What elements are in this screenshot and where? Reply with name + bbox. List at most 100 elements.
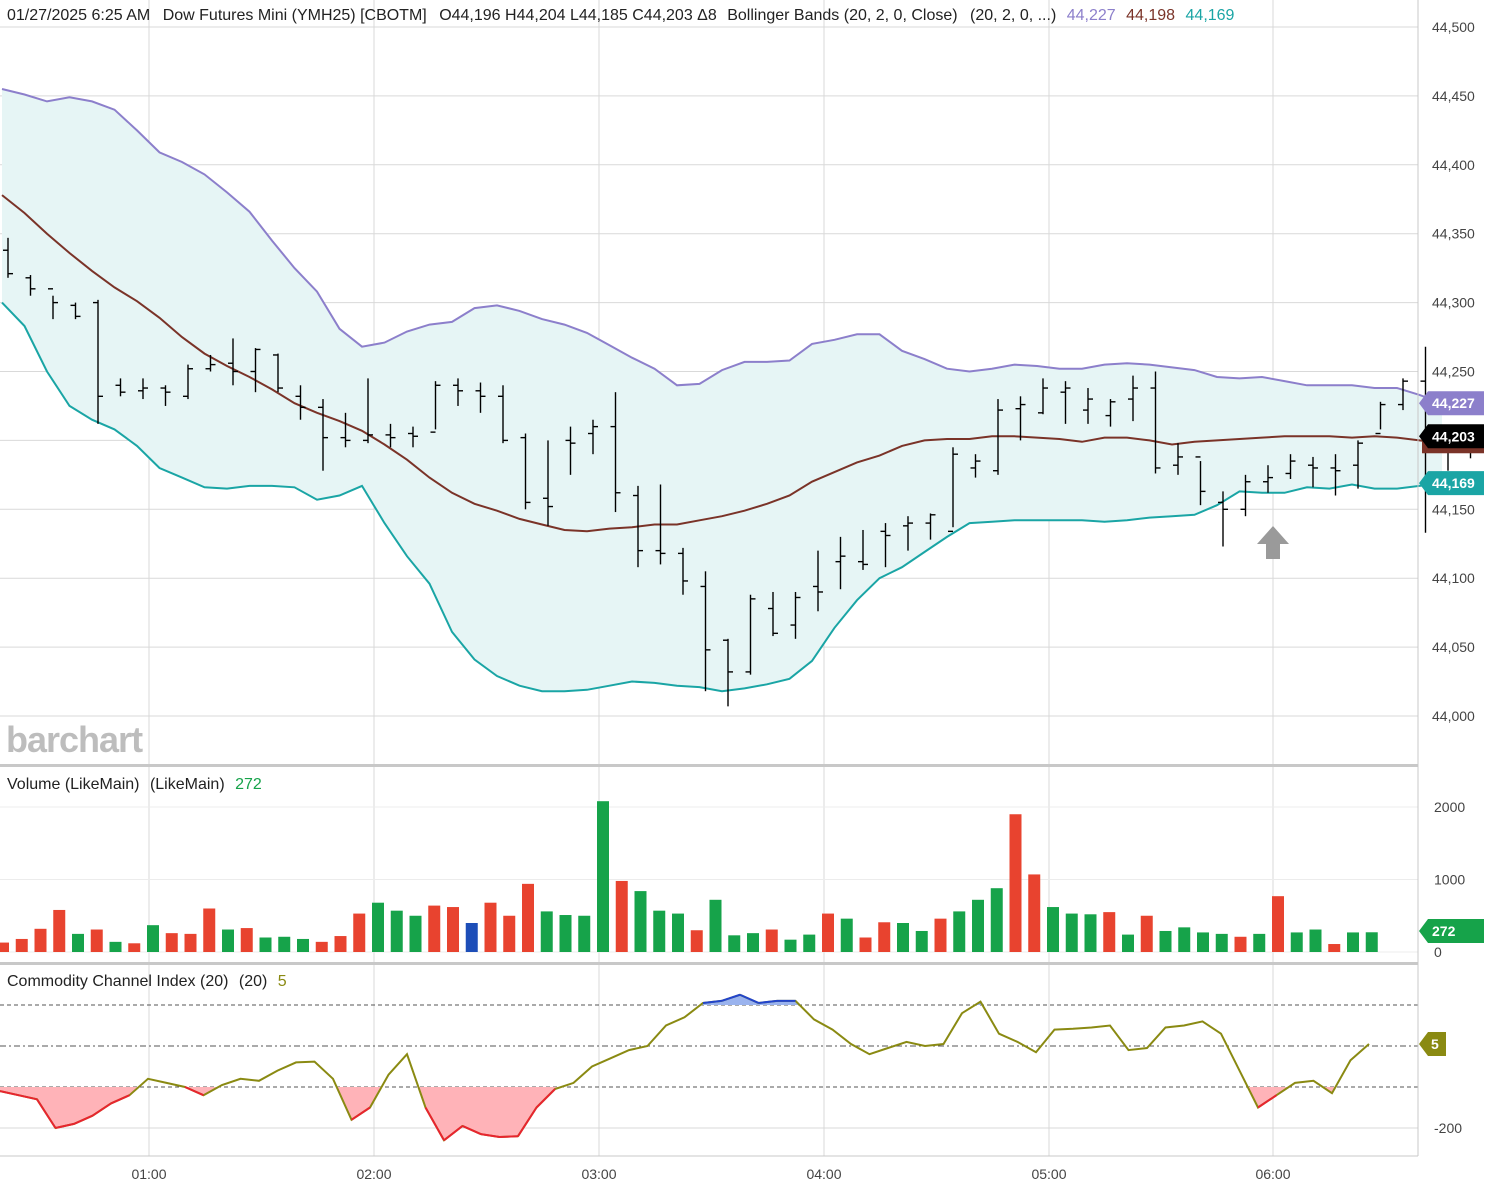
volume-bar — [222, 929, 234, 952]
ohlc-bar — [1038, 378, 1048, 415]
volume-bar — [1159, 930, 1172, 952]
volume-bar — [203, 908, 216, 952]
time-tick-label: 03:00 — [581, 1166, 616, 1182]
volume-bar — [540, 911, 553, 952]
cci-extreme-segment — [443, 1125, 464, 1142]
header-study-params: (20, 2, 0, ...) — [970, 7, 1056, 24]
pane-separator — [0, 764, 1418, 767]
ohlc-bar — [160, 385, 171, 406]
ohlc-bar — [520, 433, 531, 510]
volume-bar — [672, 913, 684, 952]
volume-bar — [334, 936, 347, 952]
ohlc-bar — [678, 547, 688, 595]
upper-band-line — [1, 88, 1443, 405]
volume-bar — [315, 941, 328, 952]
volume-bar — [559, 915, 572, 952]
ohlc-bar — [430, 381, 441, 433]
header-symbol: Dow Futures Mini (YMH25) [CBOTM] — [163, 7, 427, 24]
volume-bar — [1234, 936, 1247, 952]
cci-oversold-fill — [0, 1087, 1336, 1141]
ohlc-bar — [340, 412, 351, 448]
volume-bar — [784, 939, 797, 952]
cci-tick-label: -200 — [1434, 1120, 1462, 1136]
price-tick-label: 44,150 — [1432, 501, 1475, 517]
ohlc-bar — [70, 302, 81, 320]
volume-bar — [278, 936, 291, 952]
volume-bar — [503, 915, 516, 952]
ohlc-bar — [880, 523, 891, 568]
price-tick-label: 44,300 — [1432, 295, 1475, 311]
cci-last-value: 5 — [278, 973, 287, 990]
volume-bar — [165, 933, 178, 952]
barchart-watermark: barchart — [6, 719, 143, 760]
header-study: Bollinger Bands (20, 2, 0, Close) — [727, 7, 957, 24]
volume-tick-label: 2000 — [1434, 799, 1465, 815]
volume-bar — [878, 922, 891, 952]
volume-bar — [859, 937, 872, 952]
bollinger-fill — [2, 89, 1442, 692]
ohlc-bar — [1150, 371, 1161, 474]
volume-bar — [953, 911, 966, 952]
ohlc-bar — [1128, 375, 1138, 422]
volume-bar — [1215, 933, 1228, 952]
ohlc-bar — [115, 378, 126, 397]
cci-line — [0, 993, 1370, 1142]
chart-header: 01/27/2025 6:25 AM Dow Futures Mini (YMH… — [7, 7, 1235, 24]
ohlc-bar — [1105, 399, 1116, 427]
signal-up-arrow-icon — [1257, 526, 1289, 559]
cci-extreme-segment — [535, 1088, 556, 1109]
ohlc-bar — [138, 378, 148, 400]
volume-bar — [1309, 929, 1322, 952]
price-tick-label: 44,450 — [1432, 88, 1475, 104]
ohlc-bar — [228, 338, 238, 386]
cci-extreme-segment — [721, 993, 741, 1002]
cci-extreme-segment — [499, 1135, 519, 1139]
ohlc-bar — [48, 288, 58, 320]
middle-band-line — [1, 194, 1443, 533]
volume-bar — [915, 930, 928, 952]
volume-bar — [259, 937, 272, 952]
ohlc-bar — [453, 378, 463, 406]
volume-bar — [353, 913, 366, 952]
volume-bar — [522, 883, 534, 952]
ohlc-bar — [250, 348, 261, 393]
cci-extreme-segment — [480, 1133, 500, 1139]
ohlc-bar — [1330, 454, 1341, 496]
volume-last-tag: 272 — [1419, 919, 1484, 943]
cci-extreme-segment — [91, 1102, 112, 1117]
volume-tick-label: 0 — [1434, 944, 1442, 960]
price-tick-label: 44,400 — [1432, 157, 1475, 173]
ohlc-bar — [588, 419, 598, 455]
upper-band-price-tag-shape — [1419, 391, 1484, 416]
header-datetime: 01/27/2025 6:25 AM — [7, 7, 150, 24]
volume-bar — [1047, 907, 1059, 952]
volume-bar — [72, 933, 84, 952]
ohlc-bar — [93, 299, 103, 424]
volume-title: Volume (LikeMain) — [7, 776, 140, 793]
volume-bar — [1178, 927, 1191, 952]
ohlc-bar — [813, 550, 823, 612]
volume-bar — [53, 909, 66, 952]
volume-bar — [747, 933, 759, 952]
cci-extreme-segment — [110, 1094, 130, 1105]
volume-bar — [1365, 932, 1378, 952]
volume-last-tag-shape — [1419, 919, 1484, 943]
volume-bar — [128, 943, 141, 952]
ohlc-bar — [633, 485, 643, 568]
header-lower-value: 44,169 — [1186, 7, 1235, 24]
ohlc-bar — [1015, 396, 1026, 441]
cci-extreme-segment — [424, 1107, 445, 1141]
volume-bar — [634, 891, 647, 952]
price-tick-label: 44,350 — [1432, 226, 1475, 242]
upper-band-price-tag-label: 44,227 — [1432, 395, 1475, 411]
ohlc-bar — [475, 382, 486, 413]
volume-bar — [803, 934, 816, 952]
price-tick-label: 44,000 — [1432, 708, 1475, 724]
pane-separator — [0, 962, 1418, 965]
cci-extreme-segment — [462, 1125, 482, 1136]
volume-bar — [447, 907, 459, 952]
ohlc-bar — [25, 275, 36, 296]
volume-bar — [765, 929, 778, 952]
volume-bar — [1290, 932, 1303, 952]
